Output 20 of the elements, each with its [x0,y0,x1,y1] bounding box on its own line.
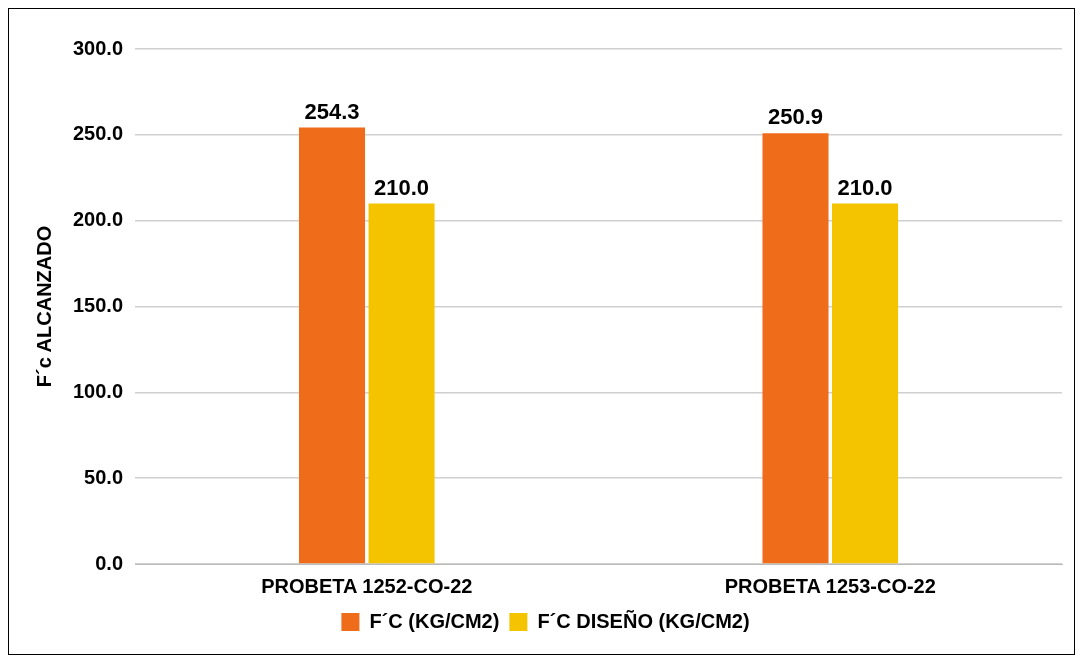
bar [832,203,899,564]
legend-label: F´C (KG/CM2) [369,609,500,632]
y-tick-label: 200.0 [72,208,124,231]
bar [299,127,366,564]
data-label: 254.3 [304,98,360,124]
y-tick-label: 150.0 [72,294,124,317]
x-tick-label: PROBETA 1252-CO-22 [261,574,473,597]
data-label: 210.0 [374,174,430,200]
bar [762,133,829,564]
data-label: 250.9 [767,104,824,130]
legend-label: F´C DISEÑO (KG/CM2) [537,609,750,632]
y-tick-label: 100.0 [72,379,124,402]
y-tick-label: 0.0 [95,551,124,574]
y-axis-title: F´c ALCANZADO [32,225,55,388]
y-tick-label: 250.0 [72,122,124,145]
y-tick-label: 50.0 [84,465,124,488]
bar [368,203,435,564]
data-label: 210.0 [837,174,893,200]
y-tick-label: 300.0 [72,36,124,59]
x-tick-label: PROBETA 1253-CO-22 [724,574,936,597]
